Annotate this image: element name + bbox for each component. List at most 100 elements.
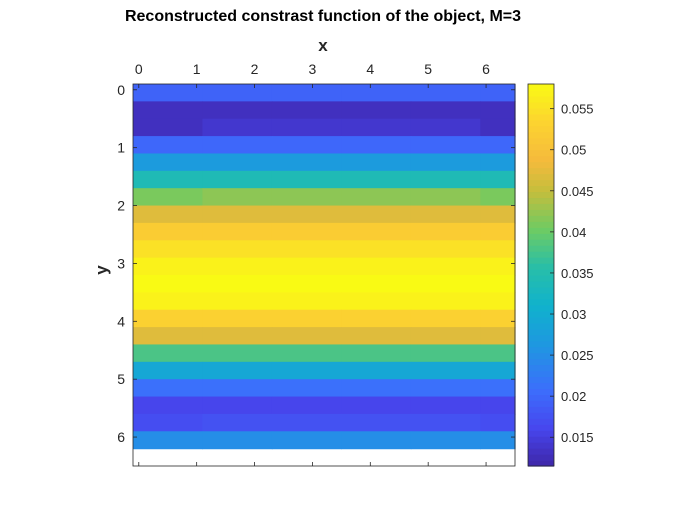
heatmap-cell: [410, 361, 481, 380]
heatmap-cell: [410, 292, 481, 311]
heatmap-cell: [202, 327, 273, 346]
heatmap-cell: [202, 84, 273, 102]
colorbar-segment: [528, 269, 554, 276]
colorbar-segment: [528, 406, 554, 413]
heatmap-cell: [410, 205, 481, 224]
colorbar-segment: [528, 263, 554, 270]
heatmap-cell: [410, 344, 481, 363]
heatmap-cell: [341, 118, 412, 137]
colorbar-segment: [528, 418, 554, 425]
heatmap-cell: [202, 118, 273, 137]
colorbar-tick-label: 0.04: [561, 225, 586, 240]
heatmap-cell: [202, 309, 273, 328]
heatmap-cell: [480, 118, 516, 137]
colorbar-segment: [528, 173, 554, 181]
heatmap-cell: [202, 379, 273, 398]
colorbar-frame: [527, 83, 555, 467]
plot-frame: [132, 83, 516, 467]
heatmap-cell: [410, 431, 481, 450]
heatmap-cell: [202, 240, 273, 259]
heatmap-cell: [271, 222, 342, 241]
colorbar-ticks: 0.015 0.02 0.025 0.03 0.035 0.04 0.045 0.05 0.05…: [550, 102, 594, 445]
heatmap-cell: [341, 396, 412, 415]
heatmap-cell: [133, 361, 204, 380]
colorbar-segment: [528, 334, 554, 342]
colorbar-segment: [528, 89, 554, 97]
colorbar-segment: [528, 352, 554, 360]
colorbar-tick-label: 0.03: [561, 307, 586, 322]
heatmap-cell: [341, 170, 412, 189]
colorbar-segment: [528, 149, 554, 157]
heatmap-cell: [202, 431, 273, 450]
colorbar-segment: [528, 454, 554, 461]
colorbar-segment: [528, 179, 554, 187]
heatmap-cell: [271, 327, 342, 346]
colorbar-tick-label: 0.035: [561, 266, 594, 281]
heatmap-cell: [133, 153, 204, 172]
heatmap-cell: [341, 205, 412, 224]
x-tick-label: 4: [366, 61, 374, 77]
heatmap-cell: [271, 344, 342, 363]
colorbar-tick-label: 0.045: [561, 184, 594, 199]
colorbar-segment: [528, 316, 554, 324]
heatmap-cell: [133, 84, 204, 102]
heatmap-cell: [133, 118, 204, 137]
heatmap-area: [133, 84, 516, 450]
heatmap-cell: [480, 240, 516, 259]
colorbar-segment: [528, 155, 554, 163]
heatmap-cell: [410, 84, 481, 102]
heatmap-cell: [271, 118, 342, 137]
colorbar-tick-label: 0.025: [561, 348, 594, 363]
heatmap-cell: [271, 188, 342, 207]
heatmap-cell: [133, 344, 204, 363]
heatmap-cell: [202, 275, 273, 293]
heatmap-cell: [480, 275, 516, 293]
heatmap-cell: [133, 101, 204, 120]
y-tick-label: 6: [117, 429, 125, 445]
heatmap-cell: [271, 275, 342, 293]
heatmap-cell: [202, 396, 273, 415]
heatmap-cell: [480, 257, 516, 276]
heatmap-cell: [410, 240, 481, 259]
x-axis-ticks: 0 1 2 3 4 5 6: [135, 61, 490, 466]
colorbar-segment: [528, 161, 554, 169]
heatmap-cell: [341, 188, 412, 207]
colorbar-segment: [528, 215, 554, 222]
colorbar-segment: [528, 113, 554, 121]
heatmap-cell: [341, 275, 412, 293]
colorbar-segment: [528, 191, 554, 199]
heatmap-cell: [480, 292, 516, 311]
heatmap-cell: [410, 170, 481, 189]
colorbar-segment: [528, 388, 554, 395]
heatmap-cell: [202, 257, 273, 276]
colorbar-segment: [528, 84, 554, 91]
colorbar-segment: [528, 364, 554, 372]
chart-title: Reconstructed constrast function of the …: [125, 8, 521, 25]
heatmap-cell: [271, 431, 342, 450]
heatmap-cell: [341, 361, 412, 380]
heatmap-cell: [271, 292, 342, 311]
heatmap-cell: [480, 84, 516, 102]
heatmap-cell: [271, 84, 342, 102]
heatmap-cell: [133, 396, 204, 415]
heatmap-cell: [410, 309, 481, 328]
heatmap-cell: [133, 240, 204, 259]
heatmap-cell: [133, 379, 204, 398]
colorbar-segment: [528, 143, 554, 151]
colorbar-segment: [528, 239, 554, 246]
heatmap-cell: [410, 118, 481, 137]
heatmap-cell: [410, 153, 481, 172]
heatmap-cell: [271, 153, 342, 172]
colorbar-segment: [528, 107, 554, 115]
heatmap-cell: [202, 170, 273, 189]
heatmap-cell: [202, 205, 273, 224]
heatmap-cell: [480, 361, 516, 380]
heatmap-cell: [480, 379, 516, 398]
colorbar-segment: [528, 257, 554, 264]
colorbar-segment: [528, 95, 554, 103]
colorbar-segment: [528, 275, 554, 282]
heatmap-cell: [202, 222, 273, 241]
heatmap-cell: [341, 379, 412, 398]
colorbar-segment: [528, 197, 554, 204]
